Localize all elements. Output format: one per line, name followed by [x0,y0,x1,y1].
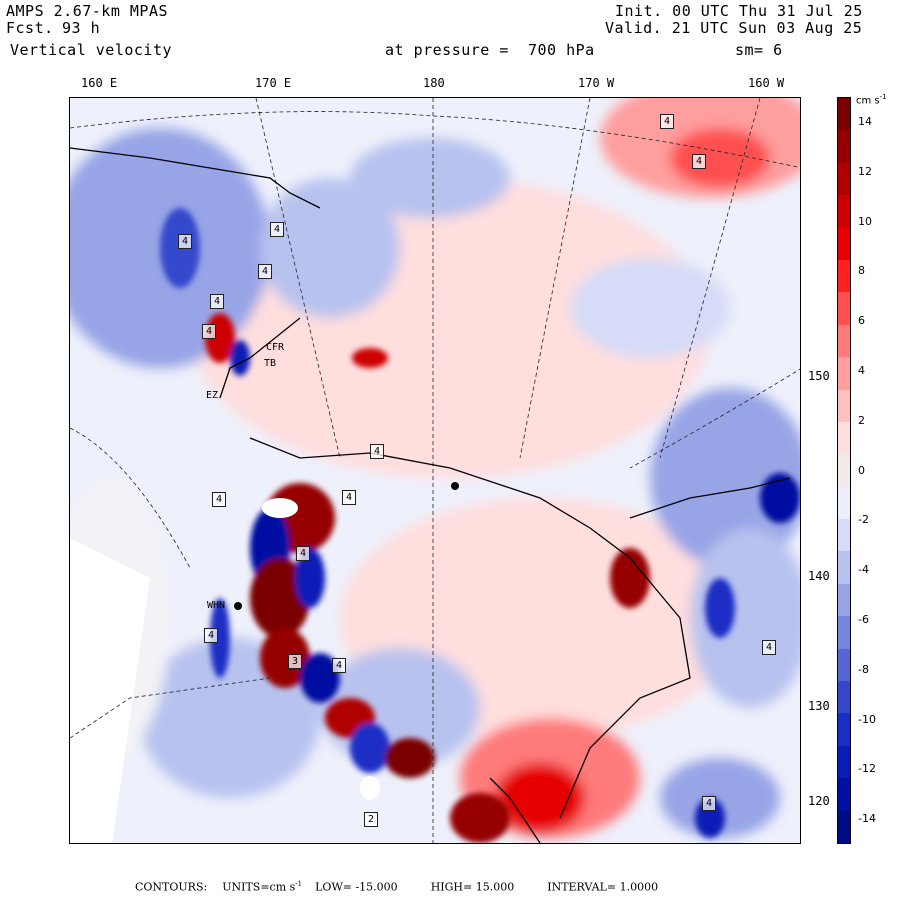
colorbar-segment [838,357,850,390]
field-name: Vertical velocity [10,41,173,59]
colorbar-tick-label: 6 [858,314,865,328]
lon-label-180: 180 [423,76,445,90]
colorbar-tick-label: -12 [858,762,876,776]
extrema-label: 4 [296,546,311,561]
colorbar-segment [838,583,850,617]
colorbar-segment [838,778,850,811]
extrema-label: 4 [178,234,193,249]
colorbar-tick-label: -10 [858,712,876,726]
extrema-label: 4 [204,628,219,643]
colorbar-segment [838,810,850,843]
contour-low: LOW= -15.000 [315,880,398,894]
lon-label-170w: 170 W [578,76,615,90]
extrema-label: 4 [212,492,227,507]
colorbar-tick-label: 0 [858,463,865,477]
colorbar-tick-label: -4 [858,563,869,577]
extrema-label: 4 [342,490,357,505]
colorbar-segment [838,551,850,584]
colorbar-segment [838,259,850,293]
colorbar-tick-label: 12 [858,164,872,178]
model-title: AMPS 2.67-km MPAS [6,2,169,20]
extrema-label: 3 [288,654,303,669]
colorbar-tick-label: 2 [858,413,865,427]
colorbar-segment [838,421,850,455]
contour-interval: INTERVAL= 1.0000 [547,880,659,894]
contours-label: CONTOURS: [135,880,208,894]
colorbar-segment [838,454,850,487]
valid-time: Valid. 21 UTC Sun 03 Aug 25 [605,19,863,37]
colorbar-segment [838,486,850,520]
colorbar-segment [838,681,850,714]
colorbar-tick-label: -8 [858,662,869,676]
colorbar-segment [838,162,850,196]
colorbar-tick-label: 4 [858,363,865,377]
station-ez: EZ [206,390,219,401]
extrema-label: 4 [210,294,225,309]
colorbar-segment [838,616,850,649]
station-cfr: CFR [266,342,285,353]
vertical-velocity-map: 4 4 4 4 4 4 4 4 4 4 4 4 4 4 2 3 4 CFR TB… [69,97,801,844]
extrema-label: 4 [270,222,285,237]
extrema-label: 4 [692,154,707,169]
colorbar-tick-label: 8 [858,264,865,278]
lon-label-140w: 140 W [808,569,845,583]
station-tb: TB [264,358,277,369]
colorbar-segment [838,130,850,163]
missing-data-areas [70,498,380,843]
extrema-label: 4 [202,324,217,339]
lon-label-130w: 130 W [808,699,845,713]
extrema-label: 2 [364,812,379,827]
extrema-label: 4 [258,264,273,279]
station-markers [234,482,459,610]
colorbar-segment [838,519,850,552]
coastline [70,147,791,843]
colorbar-segment [838,227,850,260]
map-field-svg [70,98,800,843]
contour-units: UNITS=cm s [222,880,296,894]
colorbar-segment [838,292,850,325]
extrema-label: 4 [762,640,777,655]
extrema-label: 4 [702,796,717,811]
colorbar-tick-label: -2 [858,513,869,527]
contour-units-exp: -1 [295,880,303,888]
extrema-label: 4 [332,658,347,673]
pressure-level: at pressure = 700 hPa [385,41,595,59]
colorbar-tick-label: -6 [858,612,869,626]
lon-label-150w: 150 W [808,369,845,383]
lon-label-160w: 160 W [748,76,785,90]
colorbar-tick-label: 14 [858,114,872,128]
station-whn: WHN [207,600,226,611]
smoothing-value: sm= 6 [735,41,783,59]
colorbar-segment [838,98,850,131]
lon-label-170e: 170 E [255,76,292,90]
colorbar-tick-label: 10 [858,214,872,228]
forecast-label: Fcst. [6,19,54,37]
colorbar [837,97,851,844]
colorbar-tick-label: -14 [858,812,876,826]
graticule [70,98,800,843]
contour-info: CONTOURS: UNITS=cm s-1 LOW= -15.000 HIGH… [135,880,658,894]
extrema-label: 4 [370,444,385,459]
colorbar-segment [838,648,850,682]
colorbar-segment [838,713,850,746]
colorbar-segment [838,389,850,422]
lon-label-160e: 160 E [81,76,118,90]
colorbar-segment [838,324,850,358]
forecast-hour: 93 h [62,19,101,37]
contour-high: HIGH= 15.000 [430,880,515,894]
extrema-label: 4 [660,114,675,129]
colorbar-segment [838,745,850,779]
colorbar-units: cm s-1 [856,93,887,107]
lon-label-120w: 120 W [808,794,845,808]
init-time: Init. 00 UTC Thu 31 Jul 25 [615,2,863,20]
colorbar-segment [838,195,850,228]
